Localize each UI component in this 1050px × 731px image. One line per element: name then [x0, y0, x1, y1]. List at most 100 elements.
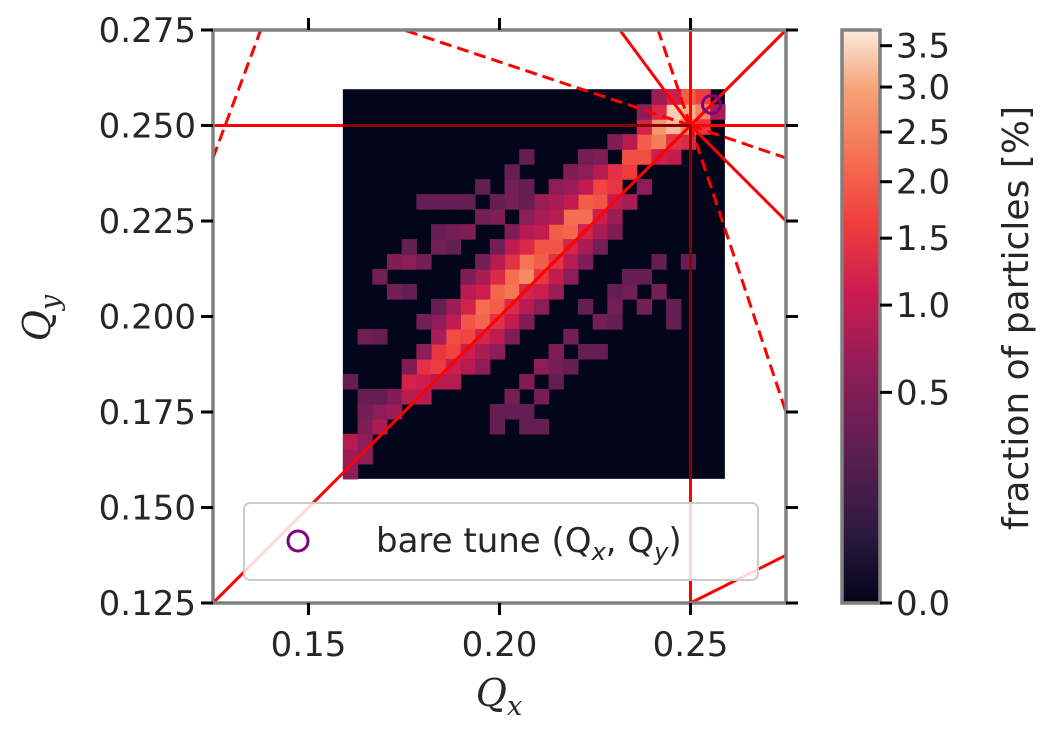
heatmap-cell: [592, 194, 608, 210]
heatmap-cell: [475, 254, 491, 270]
heatmap-cell: [695, 89, 711, 105]
heatmap-cell: [431, 239, 447, 255]
colorbar-tick-label: 1.0: [896, 286, 950, 326]
heatmap-cell: [577, 194, 594, 210]
heatmap-cell: [563, 254, 579, 270]
heatmap-cell: [533, 388, 550, 405]
heatmap-cell: [489, 299, 506, 315]
heatmap-cell: [636, 179, 653, 195]
heatmap-cell: [460, 269, 476, 285]
heatmap-cell: [372, 403, 388, 420]
heatmap-cell: [519, 224, 535, 240]
heatmap-cell: [563, 269, 579, 285]
heatmap-cell: [460, 314, 476, 330]
heatmap-cell: [592, 343, 608, 360]
heatmap-cell: [548, 224, 564, 240]
heatmap-cell: [401, 373, 417, 390]
heatmap-cell: [431, 224, 447, 240]
heatmap-cell: [519, 314, 535, 330]
x-axis-ticks: 0.15 0.20 0.25: [271, 18, 729, 665]
heatmap-cell: [680, 254, 697, 270]
heatmap-cell: [431, 373, 447, 390]
x-tick-label: 0.25: [653, 625, 729, 665]
heatmap-cell: [416, 373, 432, 390]
heatmap-cell: [592, 149, 608, 165]
colorbar-tick-label: 1.5: [896, 219, 950, 259]
heatmap-cell: [357, 418, 373, 435]
y-tick-label: 0.150: [99, 489, 196, 529]
heatmap-cell: [460, 343, 476, 360]
heatmap-cell: [519, 418, 535, 435]
heatmap-cell: [504, 194, 520, 210]
heatmap-cell: [504, 403, 520, 420]
y-tick-label: 0.175: [99, 393, 196, 433]
y-axis-ticks: 0.125 0.150 0.175 0.200 0.225 0.250 0.275: [99, 11, 798, 624]
resonance-line: [618, 30, 692, 127]
heatmap-cell: [475, 314, 491, 330]
heatmap-cell: [519, 299, 535, 315]
heatmap-cell: [563, 358, 579, 375]
heatmap-cell: [445, 239, 462, 255]
heatmap-cell: [577, 209, 594, 225]
heatmap-cell: [489, 343, 506, 360]
heatmap-cell: [607, 299, 623, 315]
x-axis-label: Qx: [476, 671, 522, 722]
heatmap-cell: [651, 134, 667, 150]
colorbar-ticks: 0.0 0.5 1.0 1.5 2.0 2.5 3.03.5: [880, 27, 950, 624]
heatmap-cell: [607, 134, 623, 150]
heatmap-cell: [577, 343, 594, 360]
heatmap-cell: [651, 89, 667, 105]
heatmap-cell: [489, 254, 506, 270]
heatmap-cell: [680, 134, 697, 150]
heatmap-cell: [504, 164, 520, 180]
heatmap-cell: [548, 358, 564, 375]
heatmap-cell: [607, 284, 623, 300]
heatmap-cell: [563, 209, 579, 225]
heatmap-cell: [431, 358, 447, 375]
heatmap-cell: [636, 269, 653, 285]
heatmap-cell: [504, 314, 520, 330]
heatmap-cell: [592, 179, 608, 195]
heatmap-cell: [401, 254, 417, 270]
heatmap-cell: [445, 328, 462, 345]
heatmap-cell: [445, 194, 462, 210]
heatmap-cell: [475, 299, 491, 315]
heatmap-cell: [533, 299, 550, 315]
heatmap-cell: [563, 328, 579, 345]
resonance-line: [689, 124, 786, 223]
heatmap-cell: [386, 284, 403, 300]
heatmap-cell: [489, 314, 506, 330]
heatmap-cell: [577, 149, 594, 165]
heatmap-cell: [342, 373, 359, 390]
colorbar: 0.0 0.5 1.0 1.5 2.0 2.5 3.03.5 fraction of par…: [840, 27, 1037, 624]
heatmap-cell: [460, 328, 476, 345]
heatmap-cell: [680, 89, 697, 105]
heatmap-cell: [577, 179, 594, 195]
heatmap-cell: [592, 239, 608, 255]
heatmap-cell: [622, 134, 638, 150]
heatmap-cell: [431, 343, 447, 360]
heatmap-cell: [445, 299, 462, 315]
heatmap-cell: [489, 194, 506, 210]
heatmap-cell: [548, 284, 564, 300]
heatmap-cell: [519, 179, 535, 195]
heatmap-cell: [475, 343, 491, 360]
heatmap-cell: [489, 328, 506, 345]
heatmap-cell: [577, 164, 594, 180]
heatmap-cell: [519, 403, 535, 420]
heatmap-cell: [460, 358, 476, 375]
heatmap-cell: [372, 388, 388, 405]
resonance-line-dashed: [213, 30, 263, 159]
colorbar-label: fraction of particles [%]: [996, 106, 1037, 530]
heatmap-cell: [519, 269, 535, 285]
heatmap-cell: [548, 179, 564, 195]
colorbar-frame: [840, 28, 882, 605]
bare-tune-marker-group: [701, 93, 723, 115]
heatmap-cell: [533, 358, 550, 375]
heatmap-cell: [372, 328, 388, 345]
heatmap-cell: [416, 358, 432, 375]
legend-marker-icon: [286, 529, 310, 553]
heatmap-cell: [431, 314, 447, 330]
y-tick-label: 0.250: [99, 107, 196, 147]
heatmap-cell: [386, 388, 403, 405]
